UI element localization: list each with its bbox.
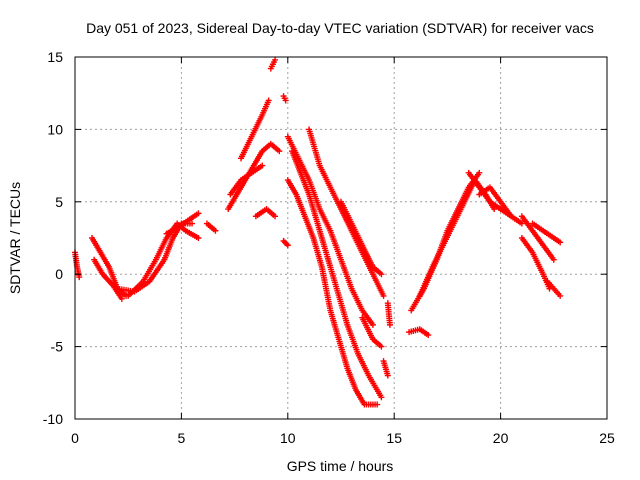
data-point: [265, 97, 272, 104]
x-tick-label: 0: [71, 430, 79, 446]
data-point: [378, 343, 385, 350]
x-tick-label: 10: [280, 430, 296, 446]
y-tick-label: 15: [47, 49, 63, 65]
data-point: [476, 169, 483, 176]
x-tick-label: 20: [493, 430, 509, 446]
data-point: [272, 56, 279, 63]
data-point: [284, 242, 291, 249]
chart-title: Day 051 of 2023, Sidereal Day-to-day VTE…: [86, 20, 594, 36]
data-point: [272, 213, 279, 220]
data-point: [386, 321, 393, 328]
data-point: [189, 220, 196, 227]
y-tick-label: -10: [43, 411, 63, 427]
data-point: [557, 292, 564, 299]
data-point: [276, 148, 283, 155]
x-tick-label: 25: [599, 430, 615, 446]
data-point: [557, 239, 564, 246]
plot-frame: [74, 56, 608, 420]
data-point: [374, 401, 381, 408]
data-point: [380, 292, 387, 299]
x-axis: 0 5 10 15 20 25: [71, 57, 615, 446]
data-point: [550, 256, 557, 263]
data-point: [282, 97, 289, 104]
y-tick-label: -5: [51, 339, 64, 355]
x-axis-label: GPS time / hours: [287, 458, 394, 474]
data-point: [212, 227, 219, 234]
x-tick-label: 5: [178, 430, 186, 446]
y-axis: -10 -5 0 5 10 15: [43, 49, 607, 427]
y-axis-label: SDTVAR / TECUs: [7, 182, 23, 294]
data-point: [518, 220, 525, 227]
data-point: [118, 295, 125, 302]
data-marks: [72, 56, 564, 408]
data-point: [195, 235, 202, 241]
data-point: [259, 162, 266, 169]
data-point: [384, 372, 391, 379]
data-point: [378, 271, 385, 278]
data-point: [378, 394, 385, 401]
data-point: [76, 274, 83, 281]
x-tick-label: 15: [386, 430, 402, 446]
data-point: [425, 332, 432, 339]
grid: [75, 57, 607, 419]
y-tick-label: 0: [55, 266, 63, 282]
data-point: [508, 213, 515, 220]
data-point: [195, 210, 202, 217]
data-point: [369, 321, 376, 328]
y-tick-label: 10: [47, 121, 63, 137]
y-tick-label: 5: [55, 194, 63, 210]
